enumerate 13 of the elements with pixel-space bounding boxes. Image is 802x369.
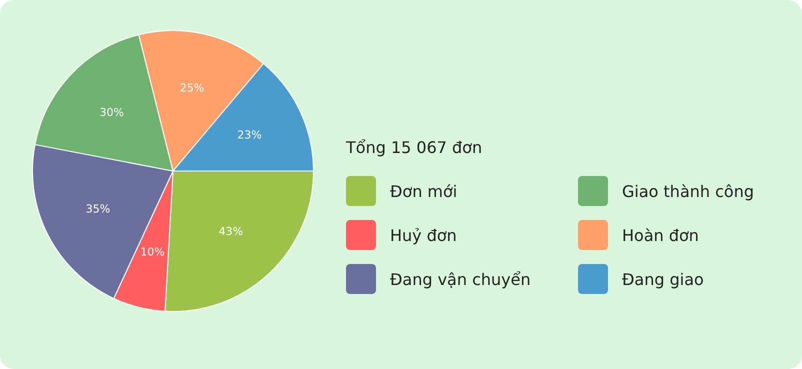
legend-title: Tổng 15 067 đơn [346, 138, 484, 157]
data-label: 10% [140, 246, 165, 259]
data-label: 43% [218, 225, 244, 238]
data-label: 30% [99, 106, 124, 119]
legend-label: Đang vận chuyển [390, 270, 531, 288]
legend-label: Huỷ đơn [390, 226, 457, 244]
data-label: 35% [86, 202, 110, 216]
legend-label: Đơn mới [390, 182, 458, 200]
data-label: 23% [237, 128, 262, 142]
legend-label: Hoàn đơn [622, 226, 699, 244]
legend-label: Đang giao [622, 270, 704, 288]
data-label: 25% [180, 82, 204, 95]
legend-label: Giao thành công [622, 182, 754, 200]
